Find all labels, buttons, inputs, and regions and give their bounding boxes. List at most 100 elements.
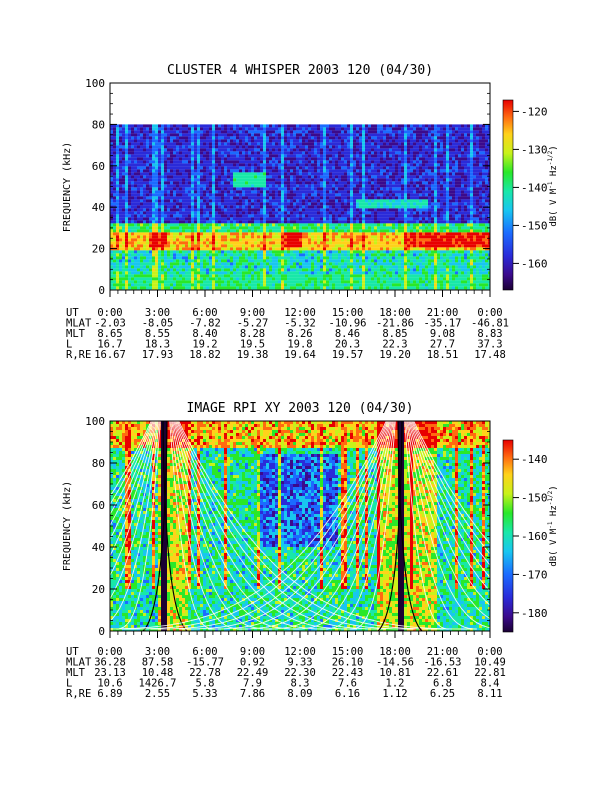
spec-cell: [344, 169, 347, 173]
spec-cell: [308, 142, 311, 146]
spec-cell: [224, 205, 227, 209]
spec-cell: [173, 148, 176, 152]
spec-cell: [134, 253, 137, 257]
spec-cell: [305, 139, 308, 143]
spec-cell: [110, 235, 113, 239]
spec-cell: [149, 253, 152, 257]
spec-cell: [203, 205, 206, 209]
spec-cell: [275, 178, 278, 182]
spec-cell: [350, 223, 353, 227]
spec-cell: [209, 136, 212, 140]
spec-cell: [263, 232, 266, 236]
spec-cell: [332, 250, 335, 254]
spec-cell: [152, 133, 155, 137]
spec-cell: [287, 166, 290, 170]
spec-cell: [371, 157, 374, 161]
spec-cell: [131, 181, 134, 185]
spec-cell: [260, 235, 263, 239]
spec-cell: [326, 214, 329, 218]
spec-cell: [245, 283, 248, 287]
spec-cell: [287, 190, 290, 194]
spec-cell: [359, 166, 362, 170]
spec-cell: [326, 196, 329, 200]
spec-cell: [323, 127, 326, 131]
spec-cell: [254, 262, 257, 266]
spec-cell: [353, 127, 356, 131]
spec-cell: [374, 238, 377, 242]
spec-cell: [263, 220, 266, 224]
spec-cell: [200, 160, 203, 164]
spec-cell: [335, 199, 338, 203]
spec-cell: [110, 265, 113, 269]
spec-cell: [131, 250, 134, 254]
spec-cell: [365, 175, 368, 179]
spec-cell: [125, 160, 128, 164]
spec-cell: [311, 190, 314, 194]
spec-cell: [230, 145, 233, 149]
spec-cell: [167, 256, 170, 260]
spec-cell: [167, 181, 170, 185]
spec-cell: [149, 217, 152, 221]
spec-cell: [356, 253, 359, 257]
spec-cell: [281, 277, 284, 281]
spec-cell: [209, 130, 212, 134]
spec-cell: [140, 277, 143, 281]
spec-cell: [152, 142, 155, 146]
spec-cell: [206, 190, 209, 194]
spec-cell: [230, 205, 233, 209]
spec-cell: [365, 160, 368, 164]
spec-cell: [305, 151, 308, 155]
spec-cell: [293, 151, 296, 155]
spec-cell: [251, 235, 254, 239]
spec-cell: [278, 199, 281, 203]
spec-cell: [212, 142, 215, 146]
spec-cell: [224, 247, 227, 251]
spec-cell: [203, 139, 206, 143]
spec-cell: [215, 136, 218, 140]
spec-cell: [158, 211, 161, 215]
spec-cell: [224, 259, 227, 263]
spec-cell: [173, 277, 176, 281]
spec-cell: [200, 154, 203, 158]
spec-cell: [293, 226, 296, 230]
spec-cell: [326, 127, 329, 131]
spec-cell: [251, 274, 254, 278]
spec-cell: [248, 220, 251, 224]
spec-cell: [215, 124, 218, 128]
spec-cell: [266, 169, 269, 173]
spec-cell: [245, 199, 248, 203]
spec-cell: [371, 175, 374, 179]
spec-cell: [122, 274, 125, 278]
spec-cell: [269, 184, 272, 188]
spec-cell: [251, 184, 254, 188]
spec-cell: [173, 145, 176, 149]
spec-cell: [140, 226, 143, 230]
spec-cell: [179, 265, 182, 269]
spec-cell: [281, 160, 284, 164]
spec-cell: [125, 229, 128, 233]
spec-cell: [137, 184, 140, 188]
spec-cell: [167, 229, 170, 233]
spec-cell: [323, 184, 326, 188]
spec-cell: [197, 265, 200, 269]
spec-cell: [338, 133, 341, 137]
spec-cell: [365, 196, 368, 200]
spec-cell: [122, 238, 125, 242]
spec-cell: [212, 238, 215, 242]
spec-cell: [143, 196, 146, 200]
spec-cell: [299, 178, 302, 182]
spec-cell: [194, 247, 197, 251]
spec-cell: [362, 244, 365, 248]
spec-cell: [221, 202, 224, 206]
spec-cell: [230, 241, 233, 245]
spec-cell: [275, 274, 278, 278]
spec-cell: [164, 148, 167, 152]
spec-cell: [140, 235, 143, 239]
spec-cell: [356, 271, 359, 275]
spec-cell: [251, 178, 254, 182]
spec-cell: [146, 139, 149, 143]
spec-cell: [365, 208, 368, 212]
spec-cell: [296, 223, 299, 227]
spec-cell: [341, 184, 344, 188]
spec-cell: [161, 265, 164, 269]
